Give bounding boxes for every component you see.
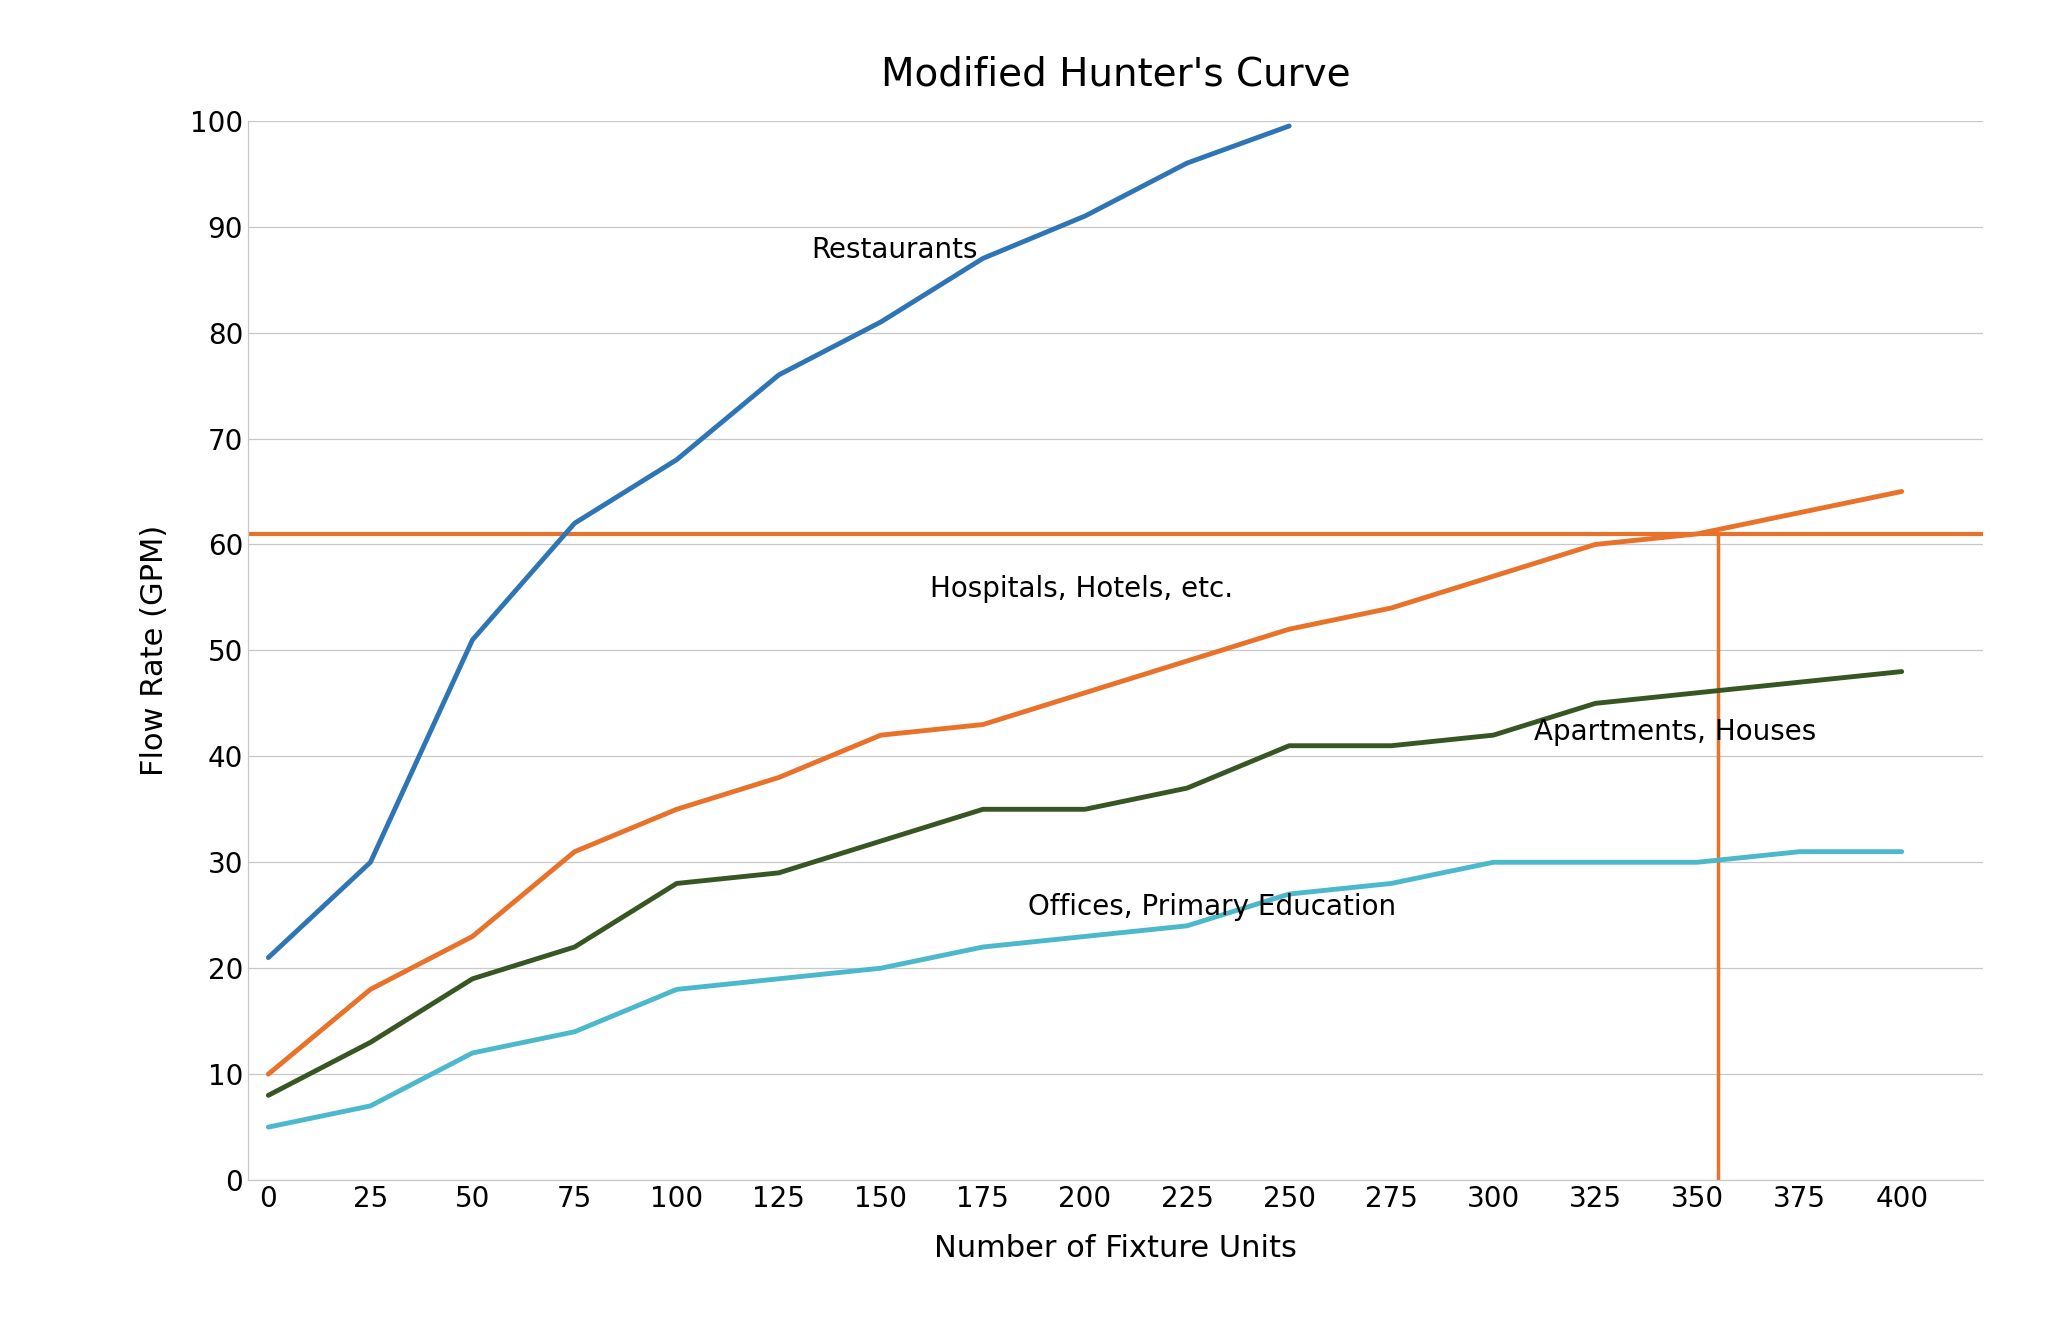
Title: Modified Hunter's Curve: Modified Hunter's Curve <box>880 56 1351 94</box>
Text: Offices, Primary Education: Offices, Primary Education <box>1029 893 1397 921</box>
X-axis label: Number of Fixture Units: Number of Fixture Units <box>934 1234 1297 1263</box>
Text: Hospitals, Hotels, etc.: Hospitals, Hotels, etc. <box>930 575 1233 603</box>
Text: Apartments, Houses: Apartments, Houses <box>1535 719 1816 747</box>
Y-axis label: Flow Rate (GPM): Flow Rate (GPM) <box>140 524 169 776</box>
Text: Restaurants: Restaurants <box>812 236 977 264</box>
